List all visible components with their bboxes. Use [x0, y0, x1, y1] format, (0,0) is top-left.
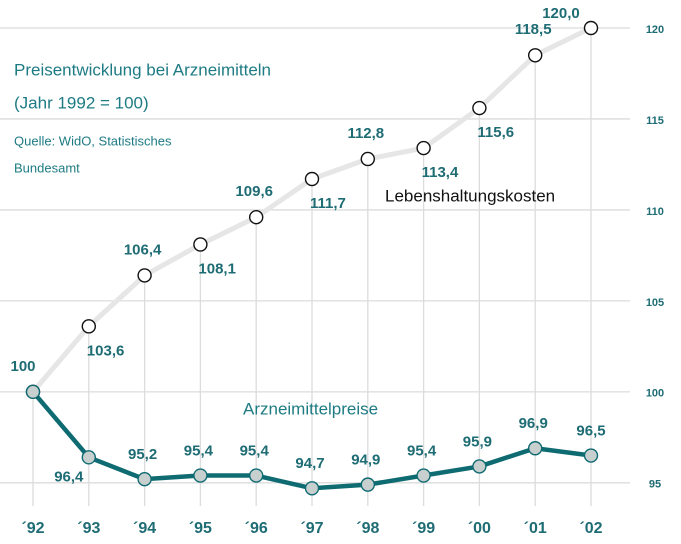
point [193, 237, 208, 252]
point [472, 459, 487, 474]
point [137, 268, 152, 283]
data-label: 96,9 [519, 415, 548, 432]
point [583, 20, 599, 36]
point [249, 468, 264, 483]
point [249, 209, 264, 225]
point [360, 477, 375, 492]
data-label: 95,4 [407, 442, 437, 459]
point [528, 441, 543, 456]
point [360, 151, 375, 167]
x-tick-label: ´92 [21, 520, 44, 537]
data-label: 95,4 [184, 442, 214, 459]
data-label: 100 [10, 358, 35, 375]
point [416, 468, 431, 483]
y-tick-label: 100 [646, 388, 664, 400]
point [416, 140, 431, 156]
y-tick-label: 105 [646, 297, 664, 309]
point [304, 171, 320, 187]
data-label: 112,8 [347, 125, 384, 142]
x-tick-label: ´99 [412, 520, 435, 537]
x-tick-label: ´96 [245, 520, 268, 537]
x-tick-label: ´95 [189, 520, 212, 537]
data-label: 115,6 [477, 124, 514, 141]
point [583, 448, 599, 463]
point [528, 48, 543, 63]
data-label: 95,9 [463, 433, 492, 450]
x-tick-label: ´94 [133, 520, 156, 537]
point [472, 100, 487, 116]
data-label: 96,4 [54, 468, 84, 485]
data-label: 94,9 [351, 452, 380, 469]
data-label: 95,4 [240, 442, 270, 459]
data-label: 120,0 [542, 5, 580, 22]
source: Bundesamt [14, 160, 80, 175]
x-tick-label: ´00 [468, 520, 491, 537]
data-label: 95,2 [128, 446, 157, 463]
source: Quelle: WidO, Statistisches [14, 133, 172, 148]
data-label: 94,7 [295, 455, 324, 472]
point [81, 319, 97, 334]
y-tick-label: 115 [646, 115, 664, 127]
data-label: 113,4 [422, 164, 459, 181]
data-label: 109,6 [235, 183, 273, 200]
data-label: 111,7 [310, 195, 346, 212]
x-tick-label: ´02 [579, 520, 602, 537]
point [25, 384, 41, 400]
data-label: 96,5 [576, 422, 605, 439]
y-tick-label: 95 [649, 479, 661, 491]
point [81, 450, 97, 465]
series-label: Lebenshaltungskosten [385, 186, 555, 205]
y-tick-label: 120 [646, 24, 664, 36]
chart-subtitle: (Jahr 1992 = 100) [14, 93, 149, 112]
series-label: Arzneimittelpreise [243, 399, 378, 418]
data-label: 118,5 [515, 21, 552, 38]
data-label: 108,1 [198, 260, 236, 277]
y-tick-label: 110 [646, 206, 664, 218]
point [193, 468, 208, 483]
data-label: 103,6 [87, 342, 125, 359]
x-tick-label: ´98 [356, 520, 379, 537]
grid [0, 27, 630, 506]
x-tick-label: ´93 [77, 520, 100, 537]
point [137, 471, 152, 487]
data-label: 106,4 [124, 241, 162, 258]
point [304, 481, 320, 496]
x-tick-label: ´01 [524, 520, 547, 537]
chart-title: Preisentwicklung bei Arzneimitteln [14, 60, 271, 79]
x-tick-label: ´97 [300, 520, 323, 537]
